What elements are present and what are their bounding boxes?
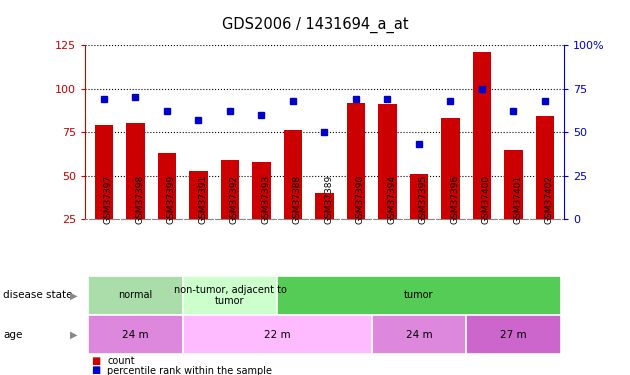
- Text: GSM37391: GSM37391: [198, 175, 207, 224]
- Text: GSM37390: GSM37390: [356, 175, 365, 224]
- Bar: [126, 123, 145, 219]
- Bar: [315, 193, 334, 219]
- Text: ■: ■: [91, 366, 101, 375]
- Text: GSM37396: GSM37396: [450, 175, 459, 224]
- Bar: [536, 117, 554, 219]
- Bar: [346, 102, 365, 219]
- Text: tumor: tumor: [404, 290, 433, 300]
- Text: 22 m: 22 m: [264, 330, 290, 340]
- Bar: [410, 174, 428, 219]
- Text: ▶: ▶: [70, 290, 77, 300]
- Text: GSM37388: GSM37388: [293, 175, 302, 224]
- Bar: [252, 162, 271, 219]
- Bar: [284, 130, 302, 219]
- Text: GSM37393: GSM37393: [261, 175, 270, 224]
- Bar: [94, 125, 113, 219]
- Text: GSM37395: GSM37395: [419, 175, 428, 224]
- Text: 24 m: 24 m: [406, 330, 432, 340]
- Bar: [220, 160, 239, 219]
- Bar: [158, 153, 176, 219]
- Text: GSM37402: GSM37402: [545, 175, 554, 224]
- Text: normal: normal: [118, 290, 152, 300]
- Bar: [441, 118, 460, 219]
- Text: non-tumor, adjacent to
tumor: non-tumor, adjacent to tumor: [173, 285, 287, 306]
- Text: GDS2006 / 1431694_a_at: GDS2006 / 1431694_a_at: [222, 17, 408, 33]
- Bar: [378, 104, 397, 219]
- Text: age: age: [3, 330, 23, 340]
- Bar: [504, 150, 523, 219]
- Text: 24 m: 24 m: [122, 330, 149, 340]
- Text: GSM37398: GSM37398: [135, 175, 144, 224]
- Text: GSM37389: GSM37389: [324, 175, 333, 224]
- Text: count: count: [107, 356, 135, 366]
- Bar: [472, 52, 491, 219]
- Text: GSM37394: GSM37394: [387, 175, 396, 224]
- Text: GSM37399: GSM37399: [167, 175, 176, 224]
- Text: GSM37397: GSM37397: [104, 175, 113, 224]
- Text: ▶: ▶: [70, 330, 77, 340]
- Text: ■: ■: [91, 356, 101, 366]
- Text: GSM37401: GSM37401: [513, 175, 522, 224]
- Text: 27 m: 27 m: [500, 330, 527, 340]
- Text: percentile rank within the sample: percentile rank within the sample: [107, 366, 272, 375]
- Text: disease state: disease state: [3, 290, 72, 300]
- Text: GSM37400: GSM37400: [482, 175, 491, 224]
- Text: GSM37392: GSM37392: [230, 175, 239, 224]
- Bar: [189, 171, 208, 219]
